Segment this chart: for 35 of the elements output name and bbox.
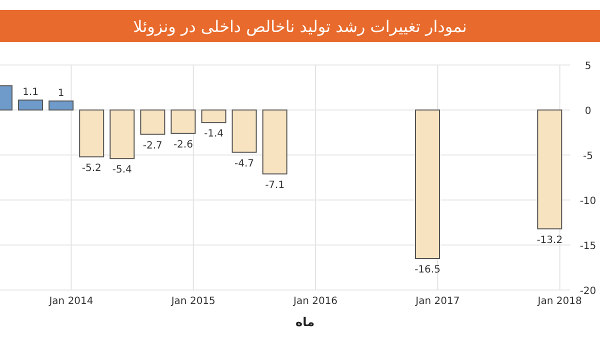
bar (415, 110, 440, 259)
x-tick-label: Jan 2015 (170, 296, 216, 307)
chart-title: نمودار تغییرات رشد تولید ناخالص داخلی در ونزوئلا (133, 17, 467, 36)
data-label: -5.2 (82, 162, 102, 174)
x-tick-label: Jan 2017 (414, 296, 460, 307)
data-label: -2.6 (173, 139, 193, 150)
data-label: -4.7 (234, 158, 254, 170)
data-label: 1 (58, 88, 64, 99)
bar (18, 100, 44, 110)
data-label: 1.1 (22, 87, 38, 98)
y-tick-label: -20 (580, 286, 596, 297)
bar (170, 110, 196, 134)
x-tick-label: Jan 2014 (48, 296, 94, 307)
x-axis-title: ماه (295, 315, 315, 329)
y-tick-label: 0 (584, 106, 592, 117)
bar (232, 110, 257, 153)
data-label: -7.1 (265, 180, 285, 191)
data-label: -2.7 (142, 140, 162, 152)
y-tick-label: -5 (583, 151, 593, 162)
bar (79, 110, 104, 158)
data-label: -5.4 (112, 164, 132, 176)
bar (110, 110, 135, 160)
y-tick-label: -15 (580, 241, 596, 252)
bar (140, 110, 166, 135)
data-label: -16.5 (414, 264, 440, 276)
y-tick-label: 5 (584, 61, 592, 72)
bar (201, 110, 226, 124)
bar (262, 110, 288, 174)
data-label: -1.4 (204, 128, 224, 140)
data-label: -13.2 (536, 234, 563, 246)
x-tick-label: Jan 2016 (292, 296, 338, 307)
y-tick-label: -10 (580, 196, 596, 207)
bar (537, 110, 562, 230)
bar (48, 100, 74, 110)
x-tick-label: Jan 2018 (536, 296, 582, 307)
